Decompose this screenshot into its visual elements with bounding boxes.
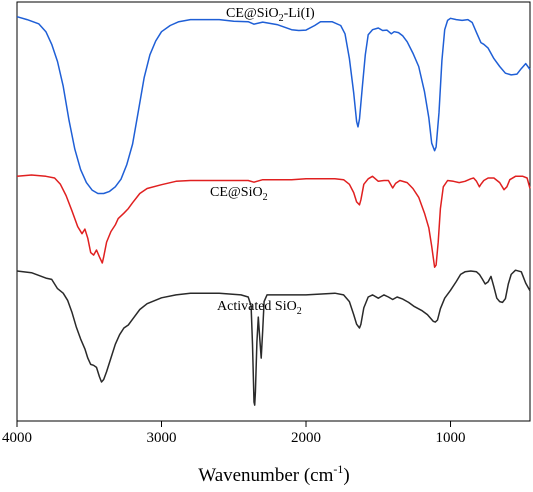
series-layer: [16, 15, 531, 406]
series-label-ce-sio2-li: CE@SiO2-Li(I): [226, 6, 315, 24]
series-line-2: [16, 269, 531, 406]
x-tick-label: 3000: [147, 430, 177, 446]
x-tick-label: 1000: [436, 430, 466, 446]
plot-frame: [16, 1, 531, 422]
series-line-0: [16, 15, 531, 195]
series-label-ce-sio2: CE@SiO2: [210, 185, 268, 203]
x-axis-title: Wavenumber (cm-1): [198, 462, 349, 486]
x-axis-ticks: 4000 3000 2000 1000: [2, 421, 466, 446]
series-label-activated-sio2: Activated SiO2: [217, 299, 302, 317]
series-line-1: [16, 174, 531, 268]
x-tick-label: 4000: [2, 430, 32, 446]
x-tick-label: 2000: [291, 430, 321, 446]
